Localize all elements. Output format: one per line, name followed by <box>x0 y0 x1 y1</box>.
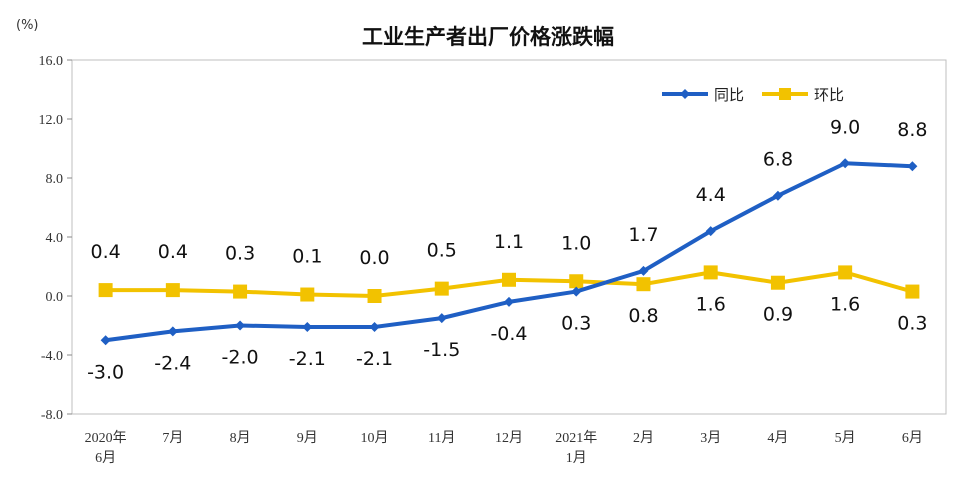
x-tick-label: 5月 <box>835 430 856 446</box>
data-point-mom <box>98 283 113 298</box>
x-tick-label: 3月 <box>700 430 721 446</box>
x-tick-label: 12月 <box>495 430 523 446</box>
x-tick-label: 4月 <box>767 430 788 446</box>
data-label-mom: 0.3 <box>225 243 255 265</box>
x-tick-label: 7月 <box>162 430 183 446</box>
data-point-mom <box>905 284 920 299</box>
y-tick-label: 0.0 <box>46 290 64 305</box>
y-tick-label: 12.0 <box>39 113 64 128</box>
data-point-mom <box>434 281 449 296</box>
data-label-yoy: -2.0 <box>222 347 259 369</box>
data-label-mom: 0.4 <box>91 241 121 263</box>
data-point-yoy <box>436 313 447 324</box>
legend-label-mom: 环比 <box>814 86 844 104</box>
x-tick-label: 10月 <box>361 430 389 446</box>
data-point-mom <box>300 287 315 302</box>
data-label-yoy: 0.3 <box>561 313 591 335</box>
x-tick-label: 2月 <box>633 430 654 446</box>
chart-title: 工业生产者出厂价格涨跌幅 <box>362 25 614 49</box>
y-axis-unit: (%) <box>16 18 39 33</box>
data-label-yoy: -3.0 <box>87 361 124 383</box>
data-point-yoy <box>571 286 582 297</box>
data-label-mom: 0.8 <box>628 305 658 327</box>
data-label-yoy: 1.7 <box>628 224 658 246</box>
data-point-mom <box>636 277 651 292</box>
data-point-yoy <box>840 158 851 169</box>
y-tick-label: -8.0 <box>41 408 63 423</box>
y-tick-label: 8.0 <box>46 172 64 187</box>
x-tick-label: 1月 <box>566 450 587 466</box>
data-point-yoy <box>235 320 246 331</box>
plot-area: 16.0 12.0 8.0 4.0 0.0 -4.0 -8.0 2020年 6月 7月 8月 9月 10… <box>39 54 947 466</box>
data-point-yoy <box>100 335 111 346</box>
data-point-mom <box>770 275 785 290</box>
x-tick-label: 8月 <box>230 430 251 446</box>
data-point-yoy <box>772 190 783 201</box>
data-label-yoy: 4.4 <box>696 184 726 206</box>
data-point-yoy <box>167 326 178 337</box>
x-tick-label: 11月 <box>428 430 455 446</box>
x-tick-label: 9月 <box>297 430 318 446</box>
data-point-yoy <box>705 226 716 237</box>
x-tick-label: 6月 <box>95 450 116 466</box>
data-point-mom <box>502 272 516 287</box>
data-label-mom: 0.9 <box>763 304 793 326</box>
y-tick-label: 16.0 <box>39 54 64 69</box>
data-label-mom: 0.0 <box>359 247 389 269</box>
data-label-mom: 1.6 <box>830 293 860 315</box>
data-label-mom: 0.1 <box>292 246 322 268</box>
data-point-mom <box>838 265 853 280</box>
data-point-mom <box>569 274 584 289</box>
data-label-yoy: -0.4 <box>490 323 527 345</box>
data-point-yoy <box>369 321 380 332</box>
data-label-yoy: -2.1 <box>289 348 326 370</box>
data-label-mom: 0.4 <box>158 241 188 263</box>
data-label-mom: 1.6 <box>696 293 726 315</box>
data-point-yoy <box>638 265 649 276</box>
y-tick-label: 4.0 <box>46 231 64 246</box>
legend-marker-yoy <box>680 89 690 99</box>
data-label-yoy: -2.1 <box>356 348 393 370</box>
data-label-yoy: -1.5 <box>423 339 460 361</box>
legend-marker-mom <box>779 88 791 100</box>
x-tick-label: 2021年 <box>555 430 597 446</box>
data-label-yoy: 9.0 <box>830 116 860 138</box>
data-point-mom <box>367 289 382 303</box>
legend-label-yoy: 同比 <box>714 86 744 104</box>
data-point-mom <box>703 265 718 280</box>
data-point-yoy <box>504 296 514 307</box>
data-label-mom: 0.3 <box>897 313 927 335</box>
x-tick-label: 6月 <box>902 430 923 446</box>
data-label-yoy: 8.8 <box>897 119 927 141</box>
data-point-yoy <box>302 321 313 332</box>
y-tick-label: -4.0 <box>41 349 63 364</box>
data-label-yoy: -2.4 <box>154 352 191 374</box>
data-label-mom: 1.0 <box>561 232 591 254</box>
data-label-mom: 0.5 <box>427 240 457 262</box>
data-label-yoy: 6.8 <box>763 149 793 171</box>
x-tick-label: 2020年 <box>85 430 127 446</box>
data-point-mom <box>165 283 180 298</box>
data-point-yoy <box>907 161 918 172</box>
data-label-mom: 1.1 <box>494 231 524 253</box>
data-point-mom <box>233 284 248 299</box>
